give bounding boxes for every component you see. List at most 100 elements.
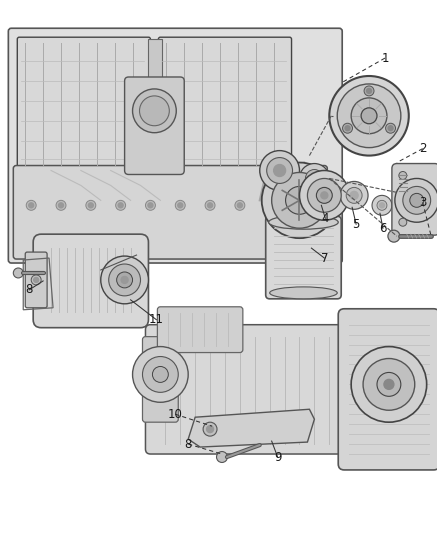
Circle shape — [133, 346, 188, 402]
Circle shape — [118, 203, 123, 208]
Circle shape — [260, 151, 300, 190]
Circle shape — [410, 193, 424, 207]
Circle shape — [343, 123, 353, 133]
Circle shape — [265, 200, 275, 211]
Text: 11: 11 — [149, 313, 164, 326]
Circle shape — [321, 192, 328, 199]
Circle shape — [307, 179, 341, 212]
Circle shape — [300, 171, 349, 220]
Text: 7: 7 — [321, 252, 328, 264]
FancyBboxPatch shape — [8, 28, 342, 263]
Circle shape — [388, 126, 393, 131]
Circle shape — [142, 357, 178, 392]
Circle shape — [88, 203, 93, 208]
Circle shape — [178, 203, 183, 208]
Circle shape — [140, 96, 170, 126]
Circle shape — [294, 200, 304, 211]
Circle shape — [101, 256, 148, 304]
FancyBboxPatch shape — [33, 234, 148, 328]
Circle shape — [34, 278, 39, 282]
Circle shape — [29, 203, 34, 208]
Circle shape — [372, 196, 392, 215]
Text: 8: 8 — [25, 284, 33, 296]
FancyBboxPatch shape — [17, 37, 150, 171]
FancyBboxPatch shape — [25, 252, 47, 308]
Circle shape — [300, 164, 329, 193]
Circle shape — [235, 200, 245, 211]
Polygon shape — [148, 39, 162, 168]
Circle shape — [121, 277, 128, 284]
Circle shape — [274, 165, 286, 176]
Polygon shape — [188, 409, 314, 447]
Circle shape — [267, 203, 272, 208]
Text: 9: 9 — [274, 450, 281, 464]
FancyBboxPatch shape — [159, 37, 292, 171]
Circle shape — [377, 200, 387, 211]
Circle shape — [305, 169, 323, 188]
FancyBboxPatch shape — [157, 307, 243, 352]
FancyBboxPatch shape — [392, 164, 438, 235]
Circle shape — [205, 200, 215, 211]
Text: 6: 6 — [379, 222, 387, 235]
Circle shape — [340, 181, 368, 209]
Circle shape — [346, 188, 362, 203]
Circle shape — [388, 230, 400, 242]
Ellipse shape — [268, 215, 338, 229]
Circle shape — [117, 272, 133, 288]
Ellipse shape — [270, 287, 337, 299]
Circle shape — [363, 359, 415, 410]
Circle shape — [297, 203, 302, 208]
Circle shape — [351, 346, 427, 422]
Text: 8: 8 — [184, 438, 192, 450]
Circle shape — [345, 126, 350, 131]
FancyBboxPatch shape — [266, 216, 341, 299]
Circle shape — [351, 98, 387, 134]
Circle shape — [385, 123, 396, 133]
Circle shape — [203, 422, 217, 436]
Circle shape — [361, 108, 377, 124]
Circle shape — [86, 200, 96, 211]
Circle shape — [26, 200, 36, 211]
Circle shape — [399, 172, 407, 180]
Circle shape — [59, 203, 64, 208]
Circle shape — [379, 203, 385, 208]
Circle shape — [216, 451, 227, 463]
Circle shape — [337, 84, 401, 148]
Circle shape — [395, 179, 438, 222]
FancyBboxPatch shape — [124, 77, 184, 174]
Circle shape — [207, 426, 214, 433]
Circle shape — [403, 187, 431, 214]
Circle shape — [286, 187, 314, 214]
Circle shape — [316, 188, 332, 203]
Circle shape — [133, 89, 176, 133]
Circle shape — [31, 275, 41, 285]
Circle shape — [152, 367, 168, 382]
Circle shape — [367, 88, 371, 93]
Text: 10: 10 — [168, 408, 183, 421]
Circle shape — [377, 373, 401, 397]
FancyBboxPatch shape — [13, 166, 327, 259]
Circle shape — [13, 268, 23, 278]
Circle shape — [145, 200, 155, 211]
Text: 4: 4 — [321, 212, 329, 225]
Text: 5: 5 — [353, 217, 360, 231]
FancyBboxPatch shape — [338, 309, 438, 470]
Circle shape — [175, 200, 185, 211]
Circle shape — [208, 203, 212, 208]
Circle shape — [272, 173, 327, 228]
FancyBboxPatch shape — [145, 325, 354, 454]
Text: 2: 2 — [419, 142, 427, 155]
Circle shape — [384, 379, 394, 389]
Circle shape — [267, 158, 293, 183]
Circle shape — [237, 203, 242, 208]
Circle shape — [109, 264, 141, 296]
Circle shape — [399, 218, 407, 226]
Text: 3: 3 — [419, 196, 426, 209]
Text: 1: 1 — [381, 52, 389, 64]
FancyBboxPatch shape — [142, 337, 178, 422]
Circle shape — [148, 203, 153, 208]
Circle shape — [350, 191, 358, 199]
Circle shape — [364, 86, 374, 96]
Circle shape — [56, 200, 66, 211]
Circle shape — [116, 200, 126, 211]
